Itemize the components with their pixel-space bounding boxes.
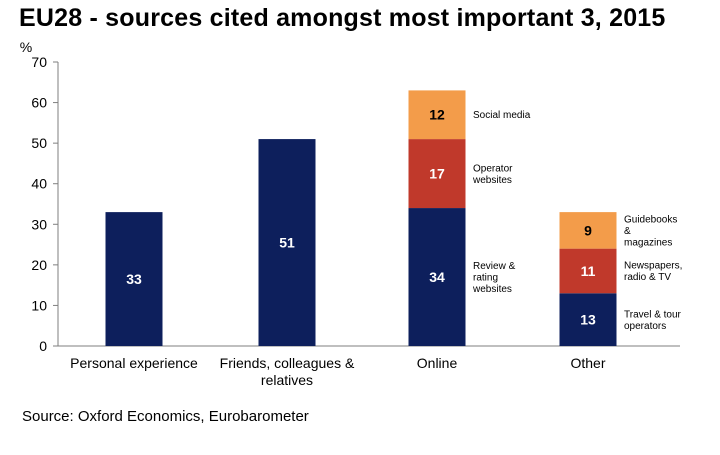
segment-annotation: websites	[472, 284, 512, 295]
segment-annotation: Guidebooks	[624, 214, 677, 225]
bar-segment	[408, 208, 466, 346]
bar-segment	[105, 212, 163, 346]
segment-annotation: Travel & tour	[624, 309, 682, 320]
bar-segment	[408, 90, 466, 140]
segment-annotation: magazines	[624, 237, 672, 248]
x-category-label: relatives	[261, 372, 313, 388]
x-category-label: Other	[570, 355, 605, 371]
segment-annotation: Operator	[473, 163, 513, 174]
y-axis-unit-label: %	[20, 39, 32, 55]
y-tick-label: 70	[31, 54, 47, 70]
data-label: 12	[429, 107, 445, 123]
y-tick-label: 30	[31, 216, 47, 232]
data-label: 51	[279, 235, 295, 251]
y-tick-label: 40	[31, 176, 47, 192]
source-note: Source: Oxford Economics, Eurobarometer	[22, 408, 309, 425]
data-label: 34	[429, 269, 445, 285]
data-label: 33	[126, 271, 142, 287]
x-category-label: Friends, colleagues &	[220, 355, 355, 371]
y-tick-label: 10	[31, 297, 47, 313]
segment-annotation: Newspapers,	[624, 261, 682, 272]
data-label: 9	[584, 222, 592, 238]
segment-annotation: websites	[472, 175, 512, 186]
bar-segment	[258, 139, 316, 346]
bar-segment	[408, 139, 466, 209]
y-tick-label: 0	[39, 338, 47, 354]
data-label: 17	[429, 166, 445, 182]
y-tick-label: 50	[31, 135, 47, 151]
segment-annotation: Review &	[473, 261, 516, 272]
y-tick-label: 20	[31, 257, 47, 273]
segment-annotation: Social media	[473, 110, 531, 121]
chart-title: EU28 - sources cited amongst most import…	[19, 4, 666, 32]
x-category-label: Personal experience	[70, 355, 198, 371]
x-category-label: Online	[417, 355, 458, 371]
segment-annotation: radio & TV	[624, 272, 671, 283]
segment-annotation: operators	[624, 321, 666, 332]
bar-segment	[559, 248, 617, 294]
segment-annotation: rating	[473, 273, 498, 284]
y-tick-label: 60	[31, 95, 47, 111]
bar-segment	[559, 212, 617, 249]
bar-segment	[559, 293, 617, 346]
segment-annotation: &	[624, 226, 631, 237]
data-label: 13	[580, 312, 596, 328]
data-label: 11	[581, 263, 596, 279]
